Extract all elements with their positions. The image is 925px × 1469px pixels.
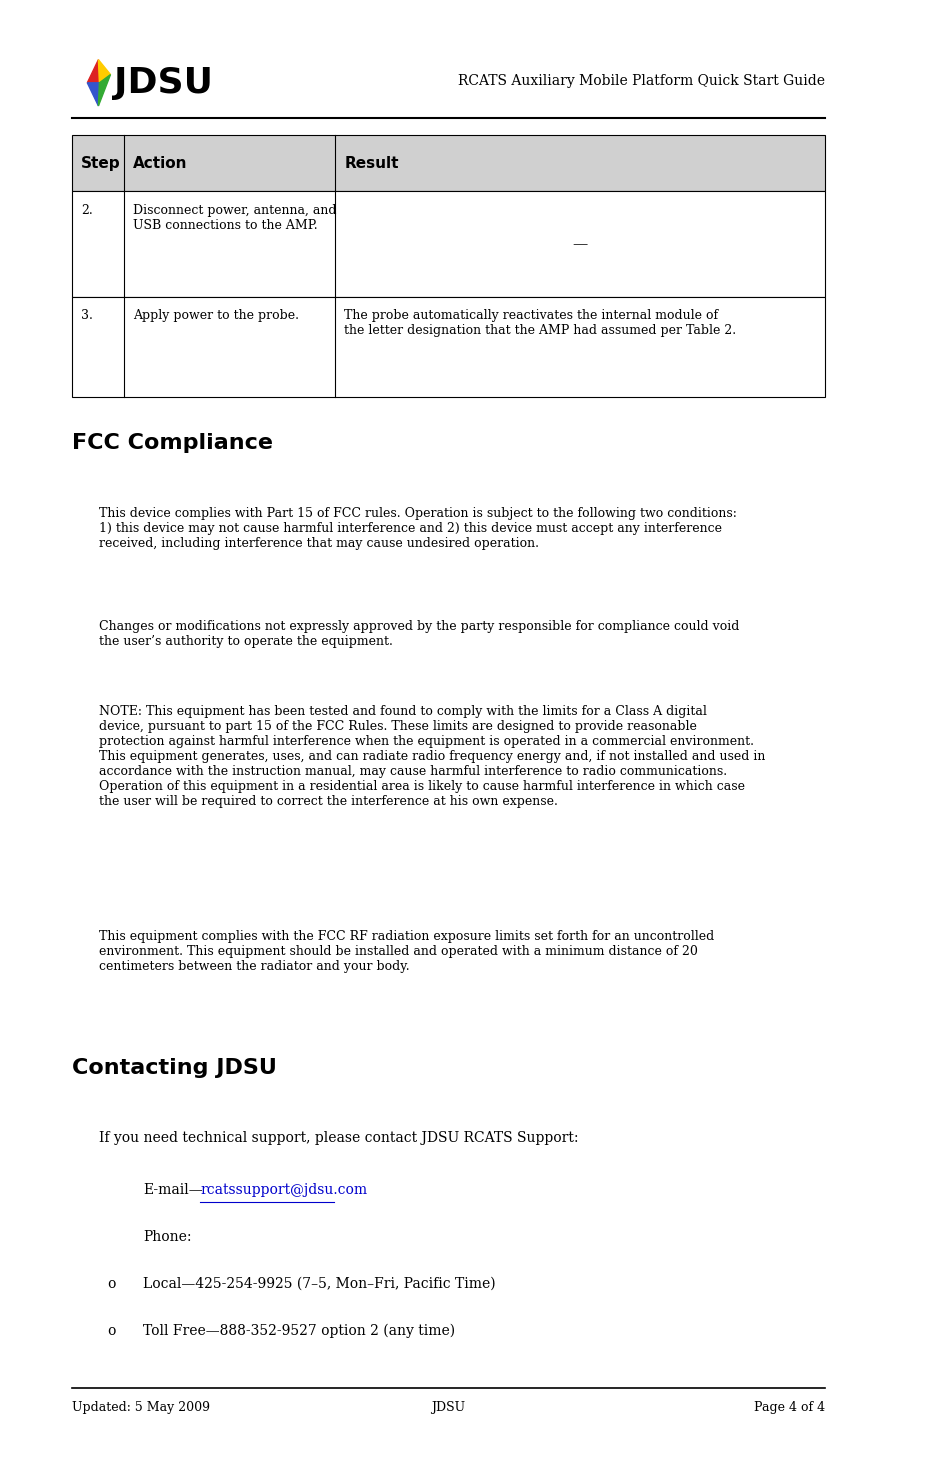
Text: The probe automatically reactivates the internal module of
the letter designatio: The probe automatically reactivates the … [344, 308, 736, 336]
Text: Action: Action [133, 156, 188, 170]
Bar [72, 135, 825, 191]
Text: o: o [107, 1277, 116, 1291]
Text: o: o [107, 1324, 116, 1338]
Text: JDSU: JDSU [114, 66, 213, 100]
Polygon shape [87, 60, 99, 82]
Text: This equipment complies with the FCC RF radiation exposure limits set forth for : This equipment complies with the FCC RF … [99, 930, 714, 972]
Text: Disconnect power, antenna, and
USB connections to the AMP.: Disconnect power, antenna, and USB conne… [133, 204, 337, 232]
Polygon shape [98, 75, 110, 106]
Text: Updated: 5 May 2009: Updated: 5 May 2009 [72, 1401, 210, 1413]
Text: Apply power to the probe.: Apply power to the probe. [133, 308, 300, 322]
Text: If you need technical support, please contact JDSU RCATS Support:: If you need technical support, please co… [99, 1131, 578, 1146]
Bar [72, 297, 825, 397]
Text: 2.: 2. [80, 204, 92, 216]
Text: Phone:: Phone: [143, 1230, 192, 1244]
Text: Local—425-254-9925 (7–5, Mon–Fri, Pacific Time): Local—425-254-9925 (7–5, Mon–Fri, Pacifi… [143, 1277, 496, 1291]
Text: RCATS Auxiliary Mobile Platform Quick Start Guide: RCATS Auxiliary Mobile Platform Quick St… [458, 73, 825, 88]
Text: Page 4 of 4: Page 4 of 4 [754, 1401, 825, 1413]
Text: This device complies with Part 15 of FCC rules. Operation is subject to the foll: This device complies with Part 15 of FCC… [99, 507, 736, 549]
Text: E-mail—: E-mail— [143, 1183, 204, 1197]
Text: Step: Step [80, 156, 120, 170]
Text: FCC Compliance: FCC Compliance [72, 433, 273, 454]
Text: Result: Result [344, 156, 399, 170]
Text: 3.: 3. [80, 308, 92, 322]
Bar [72, 191, 825, 297]
Text: —: — [573, 237, 587, 251]
Polygon shape [98, 60, 110, 82]
Text: Contacting JDSU: Contacting JDSU [72, 1058, 277, 1078]
Text: rcatssupport@jdsu.com: rcatssupport@jdsu.com [200, 1183, 367, 1197]
Text: Changes or modifications not expressly approved by the party responsible for com: Changes or modifications not expressly a… [99, 620, 739, 648]
Text: JDSU: JDSU [431, 1401, 465, 1413]
Polygon shape [87, 82, 99, 106]
Text: Toll Free—888-352-9527 option 2 (any time): Toll Free—888-352-9527 option 2 (any tim… [143, 1324, 456, 1338]
Text: NOTE: This equipment has been tested and found to comply with the limits for a C: NOTE: This equipment has been tested and… [99, 705, 765, 808]
